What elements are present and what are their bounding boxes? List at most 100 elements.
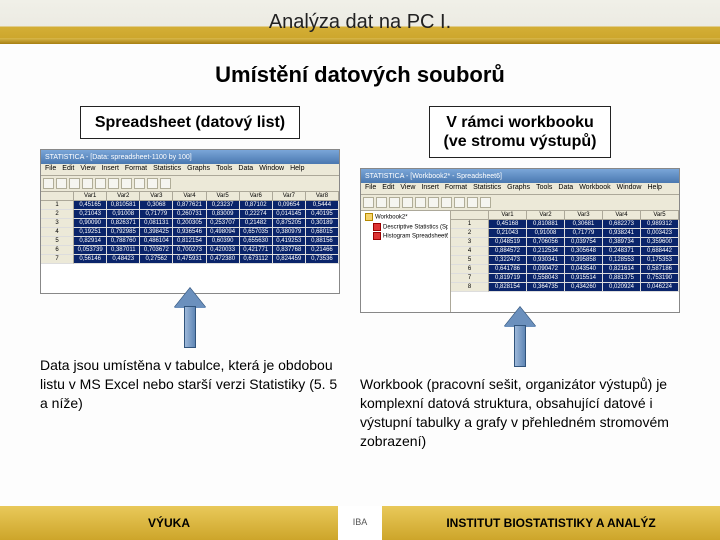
cell: 0,359600 (641, 238, 679, 247)
cell: 0,700273 (173, 246, 206, 255)
toolbar-button[interactable] (363, 197, 374, 208)
toolbar-button[interactable] (69, 178, 80, 189)
menu-item[interactable]: Workbook (579, 184, 610, 193)
arrow-head-icon (504, 307, 536, 327)
menu-item[interactable]: View (400, 184, 415, 193)
table-row[interactable]: 70,8197190,5580430,9155140,8813750,75319… (451, 274, 679, 283)
menu-item[interactable]: Tools (536, 184, 552, 193)
right-data-grid: Var1Var2Var3Var4Var510,451680,8108810,30… (451, 211, 679, 312)
cell: 0,989312 (641, 220, 679, 229)
cell: 0,486104 (140, 237, 173, 246)
menu-item[interactable]: Window (617, 184, 642, 193)
toolbar-button[interactable] (441, 197, 452, 208)
row-header: 6 (41, 246, 74, 255)
menu-item[interactable]: Edit (382, 184, 394, 193)
cell: 0,45165 (74, 201, 107, 210)
menu-item[interactable]: Format (125, 165, 147, 174)
toolbar-button[interactable] (160, 178, 171, 189)
table-row[interactable]: 50,3224730,9303410,3958580,1285530,17535… (451, 256, 679, 265)
menu-item[interactable]: File (45, 165, 56, 174)
toolbar-button[interactable] (108, 178, 119, 189)
toolbar-button[interactable] (467, 197, 478, 208)
cell: 0,792985 (107, 228, 140, 237)
left-screenshot: STATISTICA - [Data: spreadsheet-1100 by … (40, 149, 340, 294)
menu-item[interactable]: Statistics (153, 165, 181, 174)
menu-item[interactable]: Help (648, 184, 662, 193)
cell: 0,260731 (173, 210, 206, 219)
table-row[interactable]: 80,8281540,3647350,4342600,0209240,04622… (451, 283, 679, 292)
menu-item[interactable]: Insert (421, 184, 439, 193)
cell: 0,23237 (207, 201, 240, 210)
menu-item[interactable]: Window (259, 165, 284, 174)
toolbar-button[interactable] (402, 197, 413, 208)
cell: 0,706056 (527, 238, 565, 247)
row-header: 7 (41, 255, 74, 264)
menu-item[interactable]: Data (558, 184, 573, 193)
cell: 0,3068 (140, 201, 173, 210)
cell: 0,19251 (74, 228, 107, 237)
toolbar-button[interactable] (56, 178, 67, 189)
column-header: Var2 (527, 211, 565, 219)
left-description: Data jsou umístěna v tabulce, která je o… (40, 356, 340, 413)
toolbar-button[interactable] (147, 178, 158, 189)
left-menu-bar: File Edit View Insert Format Statistics Graphs… (41, 164, 339, 176)
menu-item[interactable]: Tools (216, 165, 232, 174)
cell: 0,21482 (240, 219, 273, 228)
table-row[interactable]: 70,561460,484230,275620,4759310,4723800,… (41, 255, 339, 264)
table-row[interactable]: 20,210430,910080,717790,9382410,003423 (451, 229, 679, 238)
menu-item[interactable]: Statistics (473, 184, 501, 193)
menu-item[interactable]: Format (445, 184, 467, 193)
toolbar-button[interactable] (454, 197, 465, 208)
menu-item[interactable]: View (80, 165, 95, 174)
menu-item[interactable]: Edit (62, 165, 74, 174)
footer-bar: VÝUKA IBA INSTITUT BIOSTATISTIKY A ANALÝ… (0, 506, 720, 540)
menu-item[interactable]: Graphs (187, 165, 210, 174)
table-row[interactable]: 10,451650,8105810,30680,8776210,232370,8… (41, 201, 339, 210)
toolbar-button[interactable] (43, 178, 54, 189)
cell: 0,5444 (306, 201, 339, 210)
right-window-title: STATISTICA - [Workbook2* - Spreadsheet6] (365, 173, 502, 180)
stat-icon (373, 232, 381, 240)
toolbar-button[interactable] (415, 197, 426, 208)
table-row[interactable]: 40,192510,7929850,3984250,9365460,498094… (41, 228, 339, 237)
toolbar-button[interactable] (121, 178, 132, 189)
cell: 0,419253 (273, 237, 306, 246)
menu-item[interactable]: File (365, 184, 376, 193)
cell: 0,812154 (173, 237, 206, 246)
tree-node[interactable]: Descriptive Statistics (Spreadshee (363, 223, 448, 232)
table-row[interactable]: 30,0485190,7060560,0397540,3897340,35960… (451, 238, 679, 247)
table-row[interactable]: 30,900900,8263710,0811310,2003050,253707… (41, 219, 339, 228)
cell: 0,048519 (489, 238, 527, 247)
toolbar-button[interactable] (82, 178, 93, 189)
cell: 0,657035 (240, 228, 273, 237)
menu-item[interactable]: Help (290, 165, 304, 174)
row-header: 4 (451, 247, 489, 256)
menu-item[interactable]: Insert (101, 165, 119, 174)
cell: 0,938241 (603, 229, 641, 238)
menu-item[interactable]: Graphs (507, 184, 530, 193)
cell: 0,881375 (603, 274, 641, 283)
table-row[interactable]: 60,0537390,3870110,7036720,7002730,42003… (41, 246, 339, 255)
toolbar-button[interactable] (389, 197, 400, 208)
column-header: Var6 (240, 192, 273, 200)
toolbar-button[interactable] (95, 178, 106, 189)
cell: 0,175353 (641, 256, 679, 265)
cell: 0,322473 (489, 256, 527, 265)
tree-node[interactable]: Histogram Spreadsheet6 in Work (363, 232, 448, 241)
menu-item[interactable]: Data (238, 165, 253, 174)
cell: 0,83009 (207, 210, 240, 219)
table-row[interactable]: 40,8845720,2125340,3056480,2483710,68844… (451, 247, 679, 256)
table-row[interactable]: 20,210430,910080,717790,2607310,830090,2… (41, 210, 339, 219)
table-row[interactable]: 60,6417860,0904720,0435400,8216140,58718… (451, 265, 679, 274)
cell: 0,587186 (641, 265, 679, 274)
cell: 0,053739 (74, 246, 107, 255)
toolbar-button[interactable] (428, 197, 439, 208)
toolbar-button[interactable] (376, 197, 387, 208)
toolbar-button[interactable] (480, 197, 491, 208)
tree-node[interactable]: Workbook2* (363, 213, 448, 222)
table-row[interactable]: 10,451680,8108810,306810,6822730,989312 (451, 220, 679, 229)
toolbar-button[interactable] (134, 178, 145, 189)
table-row[interactable]: 50,829140,7887600,4861040,8121540,603900… (41, 237, 339, 246)
row-header: 5 (451, 256, 489, 265)
row-header: 1 (451, 220, 489, 229)
